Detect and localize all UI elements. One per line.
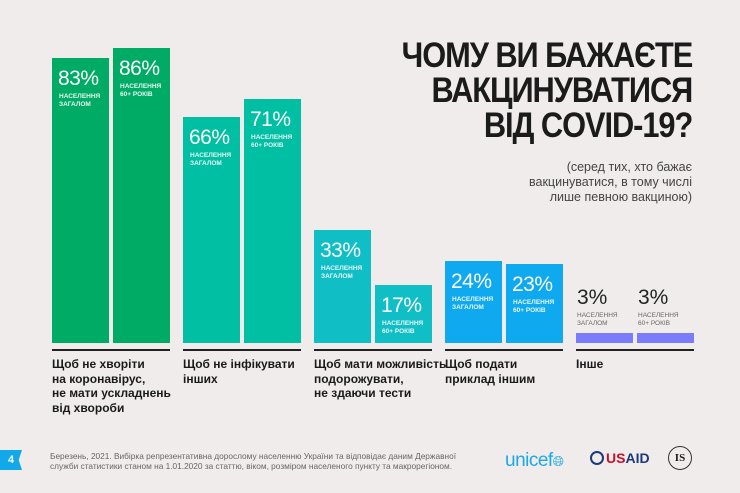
- group-divider: [183, 349, 301, 351]
- bar-value-label: 24%: [451, 269, 492, 293]
- footnote: Березень, 2021. Вибірка репрезентативна …: [50, 451, 457, 471]
- bar-value-label: 66%: [189, 125, 230, 149]
- group-divider: [52, 349, 170, 351]
- bar: [576, 332, 633, 343]
- title-line: ЧОМУ ВИ БАЖАЄТЕ: [401, 36, 693, 75]
- bar-value-label: 17%: [381, 293, 422, 317]
- page-number: 4: [0, 450, 22, 470]
- usaid-logo: USAID: [590, 450, 650, 466]
- bar: 17% НАСЕЛЕННЯ 60+ РОКІВ: [375, 284, 432, 343]
- subtitle-line: (серед тих, хто бажає: [566, 160, 692, 174]
- category-label: Щоб мати можливість подорожувати, не зда…: [314, 357, 447, 400]
- bar-series-label: НАСЕЛЕННЯ ЗАГАЛОМ: [321, 264, 363, 280]
- bar-series-label: НАСЕЛЕННЯ 60+ РОКІВ: [251, 134, 293, 150]
- bar-value-label: 33%: [320, 238, 361, 262]
- bar: 33% НАСЕЛЕННЯ ЗАГАЛОМ: [314, 229, 371, 343]
- bar-series-label: НАСЕЛЕННЯ ЗАГАЛОМ: [59, 93, 101, 109]
- subtitle-line: вакцинуватися, в тому числі: [529, 175, 692, 189]
- unicef-logo: unicef🌐︎: [505, 450, 564, 471]
- bar-series-label: НАСЕЛЕННЯ 60+ РОКІВ: [638, 312, 679, 327]
- bar-series-label: НАСЕЛЕННЯ ЗАГАЛОМ: [452, 295, 494, 311]
- bar-value-label: 3%: [577, 286, 608, 309]
- bar-value-label: 3%: [638, 286, 669, 309]
- group-divider: [445, 349, 563, 351]
- bar-value-label: 83%: [58, 67, 99, 91]
- group-divider: [314, 349, 432, 351]
- bar-series-label: НАСЕЛЕННЯ 60+ РОКІВ: [120, 83, 162, 99]
- category-label: Щоб не інфікувати інших: [183, 357, 295, 386]
- is-logo: IS: [668, 446, 692, 470]
- bar-series-label: НАСЕЛЕННЯ ЗАГАЛОМ: [577, 312, 618, 327]
- bar: 66% НАСЕЛЕННЯ ЗАГАЛОМ: [183, 116, 240, 343]
- category-label: Інше: [576, 357, 604, 371]
- bar: 71% НАСЕЛЕННЯ 60+ РОКІВ: [244, 99, 301, 343]
- bar-value-label: 86%: [119, 57, 160, 81]
- bar-series-label: НАСЕЛЕННЯ 60+ РОКІВ: [382, 319, 424, 335]
- bar-series-label: НАСЕЛЕННЯ ЗАГАЛОМ: [190, 151, 232, 167]
- subtitle-line: лише певною вакциною): [549, 190, 692, 204]
- category-label: Щоб не хворіти на коронавірус, не мати у…: [52, 357, 171, 415]
- bar: 24% НАСЕЛЕННЯ ЗАГАЛОМ: [445, 260, 502, 343]
- category-label: Щоб подати приклад іншим: [445, 357, 536, 386]
- title-line: ВАКЦИНУВАТИСЯ: [431, 71, 693, 110]
- bar: [637, 332, 694, 343]
- bar: 83% НАСЕЛЕННЯ ЗАГАЛОМ: [52, 58, 109, 343]
- title-line: ВІД COVID-19?: [483, 106, 694, 145]
- subtitle: (серед тих, хто бажає вакцинуватися, в т…: [529, 160, 692, 205]
- bar-value-label: 71%: [250, 108, 291, 132]
- page-title: ЧОМУ ВИ БАЖАЄТЕ ВАКЦИНУВАТИСЯ ВІД COVID-…: [362, 36, 694, 145]
- bar-chart: 83% НАСЕЛЕННЯ ЗАГАЛОМ 86% НАСЕЛЕННЯ 60+ РОК…: [52, 48, 694, 415]
- usaid-seal-icon: [590, 451, 604, 465]
- bar-series-label: НАСЕЛЕННЯ 60+ РОКІВ: [513, 299, 555, 315]
- group-divider: [576, 349, 694, 351]
- bar-value-label: 23%: [512, 273, 553, 297]
- bar: 23% НАСЕЛЕННЯ 60+ РОКІВ: [506, 264, 563, 343]
- bar: 86% НАСЕЛЕННЯ 60+ РОКІВ: [113, 48, 170, 343]
